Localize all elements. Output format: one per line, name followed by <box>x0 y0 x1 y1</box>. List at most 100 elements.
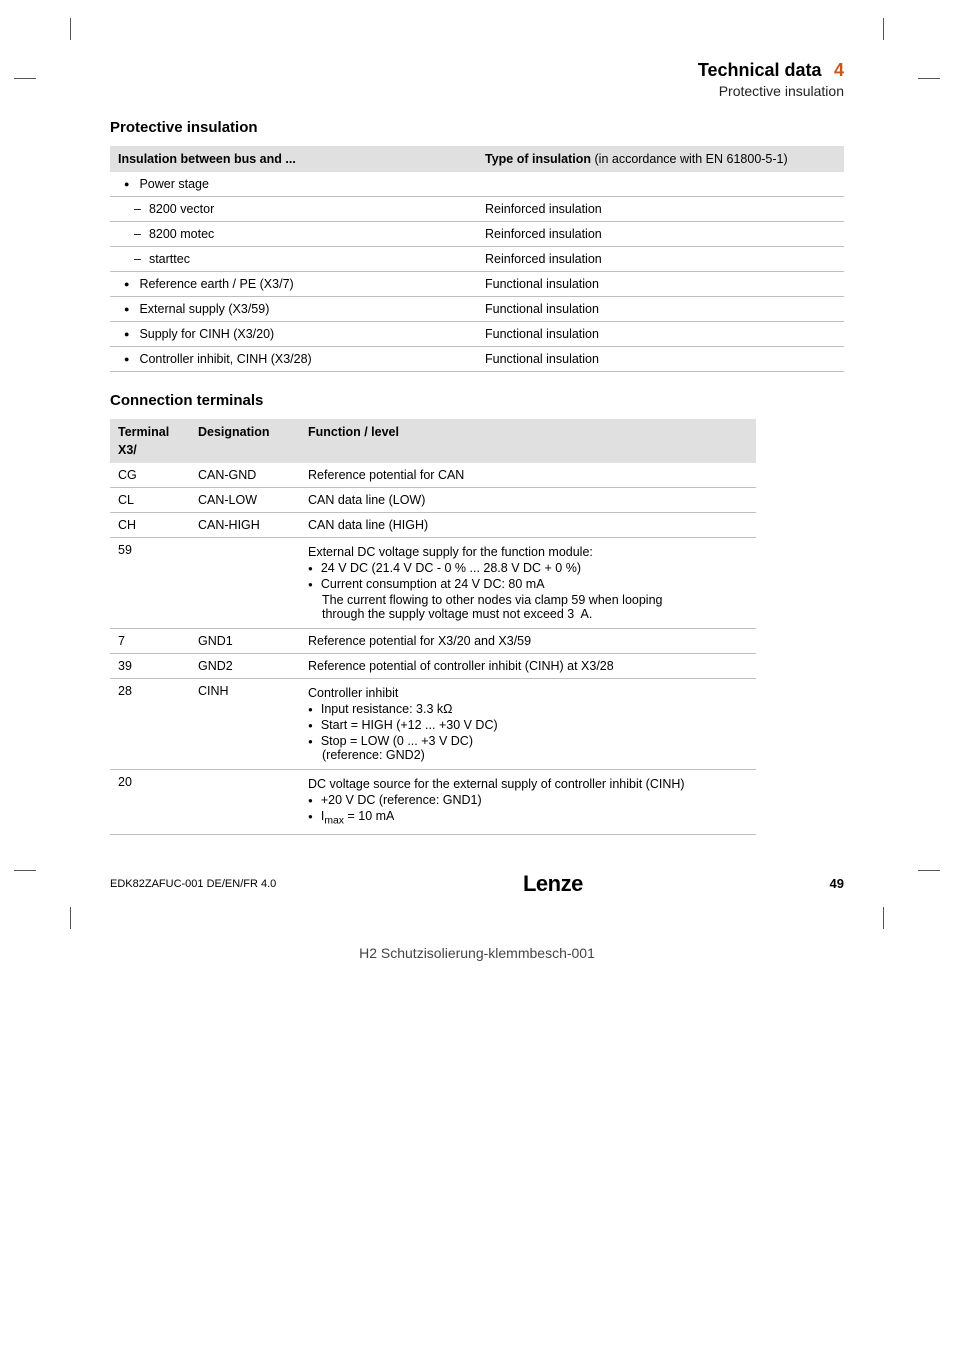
th-terminal-sub: X3/ <box>118 443 182 457</box>
crop-mark <box>70 18 71 40</box>
cell-term: 7 <box>110 629 190 654</box>
cell-desig: GND2 <box>190 654 300 679</box>
func-bullet: Input resistance: 3.3 kΩ <box>308 702 748 716</box>
func-line: DC voltage source for the external suppl… <box>308 777 748 791</box>
cell-right: Reinforced insulation <box>477 222 844 247</box>
terminals-table: Terminal X3/ Designation Function / leve… <box>110 419 756 835</box>
cell-func: External DC voltage supply for the funct… <box>300 538 756 629</box>
crop-mark <box>918 870 940 871</box>
cell-desig <box>190 538 300 629</box>
brand-logo: Lenze <box>523 871 583 897</box>
page: Technical data 4 Protective insulation P… <box>0 0 954 1001</box>
table-row: CL CAN-LOW CAN data line (LOW) <box>110 488 756 513</box>
crop-mark <box>14 870 36 871</box>
cell-func: CAN data line (LOW) <box>300 488 756 513</box>
header-title: Technical data <box>698 60 822 80</box>
func-bullet-text: Input resistance: 3.3 kΩ <box>321 702 453 716</box>
table-row: 59 External DC voltage supply for the fu… <box>110 538 756 629</box>
cell-desig: CINH <box>190 679 300 770</box>
crop-mark <box>918 78 940 79</box>
bottom-note: H2 Schutzisolierung-klemmbesch-001 <box>110 945 844 961</box>
th-right-bold: Type of insulation <box>485 152 591 166</box>
insulation-table: Insulation between bus and ... Type of i… <box>110 146 844 372</box>
cell-term: CH <box>110 513 190 538</box>
table-row: 8200 vector Reinforced insulation <box>110 197 844 222</box>
cell-left: 8200 vector <box>118 202 214 216</box>
th-designation: Designation <box>190 419 300 463</box>
cell-desig: CAN-GND <box>190 463 300 488</box>
cell-func: DC voltage source for the external suppl… <box>300 770 756 835</box>
func-bullet-text: Start = HIGH (+12 ... +30 V DC) <box>321 718 498 732</box>
cell-left: starttec <box>118 252 190 266</box>
func-note: through the supply voltage must not exce… <box>308 607 748 621</box>
cell-desig <box>190 770 300 835</box>
chapter-number: 4 <box>834 60 844 80</box>
cell-func: Reference potential for X3/20 and X3/59 <box>300 629 756 654</box>
table-row: Supply for CINH (X3/20) Functional insula… <box>110 322 844 347</box>
func-line: External DC voltage supply for the funct… <box>308 545 748 559</box>
cell-term: 28 <box>110 679 190 770</box>
func-bullet-text: Stop = LOW (0 ... +3 V DC) <box>321 734 473 748</box>
func-bullet-sub: (reference: GND2) <box>308 748 748 762</box>
table-row: 39 GND2 Reference potential of controlle… <box>110 654 756 679</box>
cell-right <box>477 172 844 197</box>
th-right-normal: (in accordance with EN 61800-5-1) <box>591 152 788 166</box>
cell-right: Functional insulation <box>477 322 844 347</box>
func-line: Controller inhibit <box>308 686 748 700</box>
th-function: Function / level <box>300 419 756 463</box>
func-bullet: Stop = LOW (0 ... +3 V DC)(reference: GN… <box>308 734 748 762</box>
func-note: The current flowing to other nodes via c… <box>308 593 748 607</box>
cell-func: Reference potential for CAN <box>300 463 756 488</box>
imax-sub: max <box>324 816 344 827</box>
cell-right: Reinforced insulation <box>477 247 844 272</box>
crop-mark <box>883 907 884 929</box>
header-subtitle: Protective insulation <box>110 83 844 99</box>
func-bullet: Imax = 10 mA <box>308 809 748 827</box>
cell-func: Reference potential of controller inhibi… <box>300 654 756 679</box>
cell-left: External supply (X3/59) <box>118 302 269 316</box>
cell-term: 59 <box>110 538 190 629</box>
cell-right: Functional insulation <box>477 272 844 297</box>
func-bullet: Current consumption at 24 V DC: 80 mA <box>308 577 748 591</box>
th-terminal: Terminal X3/ <box>110 419 190 463</box>
table-row: CH CAN-HIGH CAN data line (HIGH) <box>110 513 756 538</box>
table-row: Power stage <box>110 172 844 197</box>
table-row: 28 CINH Controller inhibit Input resista… <box>110 679 756 770</box>
cell-left: Power stage <box>118 177 209 191</box>
table-row: 8200 motecReinforced insulation <box>110 222 844 247</box>
table-row: External supply (X3/59) Functional insula… <box>110 297 844 322</box>
cell-right: Functional insulation <box>477 347 844 372</box>
footer: EDK82ZAFUC-001 DE/EN/FR 4.0 Lenze 49 <box>110 871 844 897</box>
func-bullet: Start = HIGH (+12 ... +30 V DC) <box>308 718 748 732</box>
cell-desig: CAN-LOW <box>190 488 300 513</box>
crop-mark <box>14 78 36 79</box>
th-terminal-label: Terminal <box>118 425 182 439</box>
imax-post: = 10 mA <box>344 809 394 823</box>
crop-mark <box>883 18 884 40</box>
section-heading: Connection terminals <box>110 392 844 409</box>
cell-left: Reference earth / PE (X3/7) <box>118 277 294 291</box>
cell-left: Supply for CINH (X3/20) <box>118 327 274 341</box>
cell-term: CL <box>110 488 190 513</box>
cell-term: 39 <box>110 654 190 679</box>
func-bullet-text: +20 V DC (reference: GND1) <box>321 793 482 807</box>
table-row: starttec Reinforced insulation <box>110 247 844 272</box>
cell-desig: CAN-HIGH <box>190 513 300 538</box>
cell-right: Functional insulation <box>477 297 844 322</box>
cell-term: 20 <box>110 770 190 835</box>
th-insulation-right: Type of insulation (in accordance with E… <box>477 146 844 172</box>
func-bullet-text: 24 V DC (21.4 V DC - 0 % ... 28.8 V DC +… <box>321 561 581 575</box>
cell-func: Controller inhibit Input resistance: 3.3… <box>300 679 756 770</box>
cell-desig: GND1 <box>190 629 300 654</box>
cell-right: Reinforced insulation <box>477 197 844 222</box>
cell-term: CG <box>110 463 190 488</box>
section-heading: Protective insulation <box>110 119 844 136</box>
doc-id: EDK82ZAFUC-001 DE/EN/FR 4.0 <box>110 878 276 890</box>
cell-left: Controller inhibit, CINH (X3/28) <box>118 352 312 366</box>
table-row: 20 DC voltage source for the external su… <box>110 770 756 835</box>
func-bullet: +20 V DC (reference: GND1) <box>308 793 748 807</box>
cell-func: CAN data line (HIGH) <box>300 513 756 538</box>
page-number: 49 <box>830 876 844 891</box>
func-bullet-text: Current consumption at 24 V DC: 80 mA <box>321 577 545 591</box>
header: Technical data 4 Protective insulation <box>110 60 844 99</box>
